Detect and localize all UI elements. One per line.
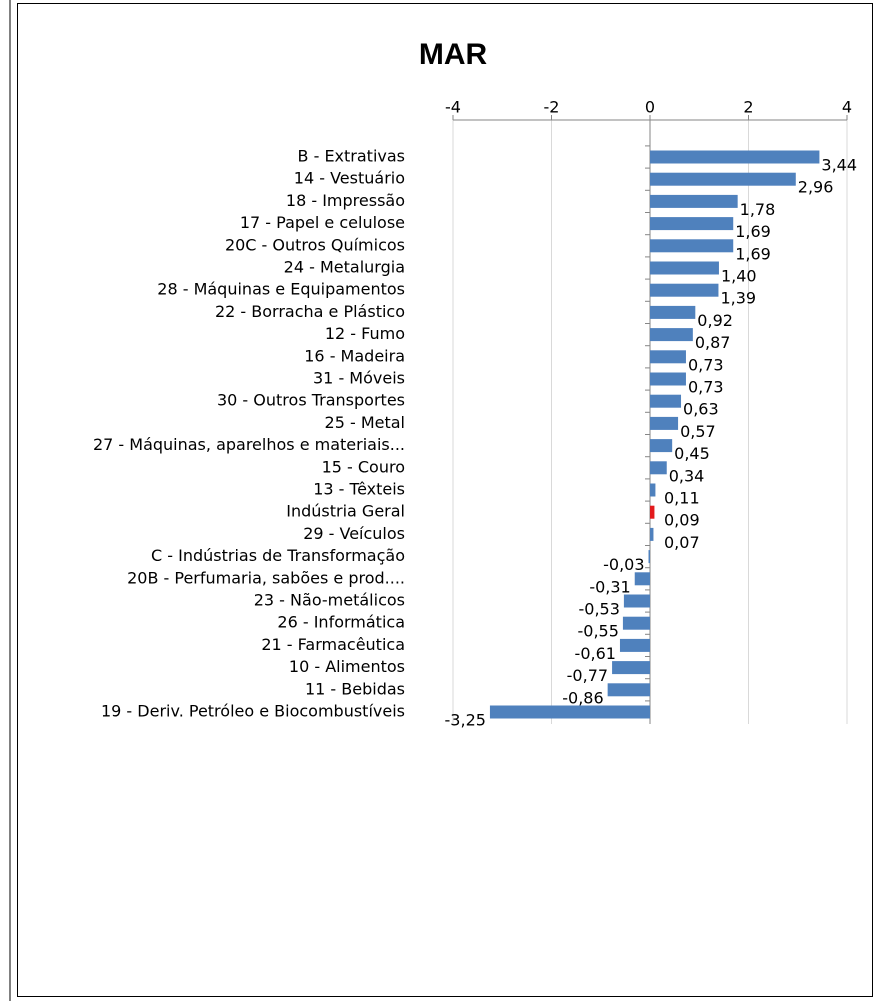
- value-label: -0,55: [578, 622, 619, 641]
- y-tick-label: B - Extrativas: [298, 147, 405, 166]
- value-label: 0,09: [664, 511, 700, 530]
- value-label: 1,39: [720, 289, 756, 308]
- y-tick-label: 20B - Perfumaria, sabões e prod....: [127, 568, 405, 587]
- y-tick-label: 10 - Alimentos: [289, 657, 405, 676]
- value-label: 0,73: [688, 378, 724, 397]
- y-tick-label: 11 - Bebidas: [305, 679, 405, 698]
- value-label: 0,45: [674, 444, 710, 463]
- value-label: -0,03: [603, 555, 644, 574]
- y-tick-label: 23 - Não-metálicos: [254, 591, 405, 610]
- y-tick-label: 18 - Impressão: [286, 191, 405, 210]
- bar: [612, 661, 650, 675]
- y-tick-label: 13 - Têxteis: [313, 480, 405, 499]
- chart-border: [17, 3, 873, 997]
- bar: [650, 172, 796, 186]
- bar: [650, 150, 820, 164]
- bar: [650, 505, 655, 519]
- bar: [650, 350, 686, 364]
- bar: [607, 683, 650, 697]
- y-tick-label: 17 - Papel e celulose: [240, 213, 405, 232]
- value-label: 0,11: [664, 489, 700, 508]
- bar: [650, 283, 719, 297]
- y-tick-label: 21 - Farmacêutica: [261, 635, 405, 654]
- bar: [650, 439, 673, 453]
- y-tick-label: 28 - Máquinas e Equipamentos: [157, 280, 405, 299]
- bar: [650, 461, 667, 475]
- value-label: -0,77: [567, 666, 608, 685]
- value-label: -0,53: [578, 600, 619, 619]
- y-tick-label: 31 - Móveis: [313, 369, 405, 388]
- value-label: -0,61: [575, 644, 616, 663]
- value-label: 3,44: [821, 156, 857, 175]
- x-tick-label: 2: [743, 98, 753, 117]
- bar: [650, 416, 679, 430]
- y-tick-label: 27 - Máquinas, aparelhos e materiais...: [93, 435, 405, 454]
- value-label: 1,40: [721, 267, 757, 286]
- value-label: -0,86: [562, 688, 603, 707]
- y-tick-label: 14 - Vestuário: [294, 169, 405, 188]
- value-label: -0,31: [589, 577, 630, 596]
- value-label: 0,34: [669, 466, 705, 485]
- value-label: 2,96: [798, 178, 834, 197]
- bar: [650, 305, 696, 319]
- y-tick-label: 22 - Borracha e Plástico: [215, 302, 405, 321]
- y-tick-label: 24 - Metalurgia: [284, 258, 405, 277]
- bar: [650, 527, 654, 541]
- y-tick-label: 25 - Metal: [325, 413, 405, 432]
- bar: [634, 572, 650, 586]
- value-label: 1,69: [735, 244, 771, 263]
- value-label: -3,25: [445, 711, 486, 730]
- bar: [619, 638, 650, 652]
- x-tick-label: -2: [544, 98, 560, 117]
- x-tick-label: 4: [842, 98, 852, 117]
- y-tick-label: 19 - Deriv. Petróleo e Biocombustíveis: [101, 702, 405, 721]
- bar: [650, 328, 693, 342]
- y-tick-label: 26 - Informática: [277, 613, 405, 632]
- value-label: 0,73: [688, 355, 724, 374]
- bar: [650, 372, 686, 386]
- value-label: 0,92: [697, 311, 733, 330]
- bar: [622, 616, 650, 630]
- y-tick-label: 12 - Fumo: [325, 324, 405, 343]
- y-tick-label: 15 - Couro: [322, 457, 405, 476]
- y-tick-label: 30 - Outros Transportes: [217, 391, 405, 410]
- value-label: 0,57: [680, 422, 716, 441]
- bar: [623, 594, 650, 608]
- chart-title: MAR: [419, 38, 488, 71]
- bar: [489, 705, 650, 719]
- bar: [650, 239, 734, 253]
- y-tick-label: C - Indústrias de Transformação: [151, 546, 405, 565]
- y-tick-label: 16 - Madeira: [304, 346, 405, 365]
- value-label: 0,07: [664, 533, 700, 552]
- bar: [650, 261, 719, 275]
- value-label: 0,87: [695, 333, 731, 352]
- value-label: 1,78: [740, 200, 776, 219]
- bar: [650, 483, 656, 497]
- y-tick-label: 29 - Veículos: [303, 524, 405, 543]
- y-tick-label: Indústria Geral: [286, 502, 405, 521]
- bar: [650, 394, 682, 408]
- x-tick-label: -4: [445, 98, 461, 117]
- y-tick-label: 20C - Outros Químicos: [225, 235, 405, 254]
- x-tick-label: 0: [645, 98, 655, 117]
- value-label: 1,69: [735, 222, 771, 241]
- bar: [650, 217, 734, 231]
- bar: [650, 194, 738, 208]
- bar: [648, 550, 650, 564]
- value-label: 0,63: [683, 400, 719, 419]
